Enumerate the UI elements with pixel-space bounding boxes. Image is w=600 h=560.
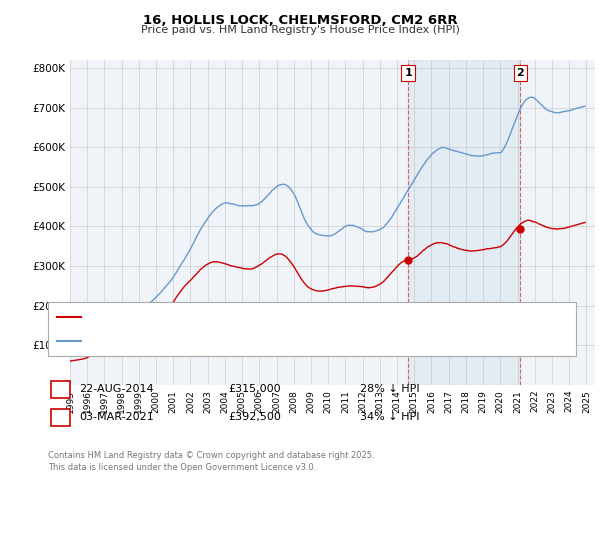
Text: 16, HOLLIS LOCK, CHELMSFORD, CM2 6RR (detached house): 16, HOLLIS LOCK, CHELMSFORD, CM2 6RR (de… [87, 312, 384, 323]
Bar [408, 60, 520, 385]
Text: 28% ↓ HPI: 28% ↓ HPI [360, 384, 419, 394]
Text: 1: 1 [57, 384, 64, 394]
Text: 2: 2 [517, 68, 524, 78]
Text: HPI: Average price, detached house, Chelmsford: HPI: Average price, detached house, Chel… [87, 335, 323, 346]
Text: £392,500: £392,500 [228, 412, 281, 422]
Text: 22-AUG-2014: 22-AUG-2014 [79, 384, 154, 394]
Text: £315,000: £315,000 [228, 384, 281, 394]
Text: Contains HM Land Registry data © Crown copyright and database right 2025.
This d: Contains HM Land Registry data © Crown c… [48, 451, 374, 472]
Text: 03-MAR-2021: 03-MAR-2021 [79, 412, 154, 422]
Text: 1: 1 [404, 68, 412, 78]
Text: Price paid vs. HM Land Registry's House Price Index (HPI): Price paid vs. HM Land Registry's House … [140, 25, 460, 35]
Text: 2: 2 [57, 412, 64, 422]
Text: 34% ↓ HPI: 34% ↓ HPI [360, 412, 419, 422]
Text: 16, HOLLIS LOCK, CHELMSFORD, CM2 6RR: 16, HOLLIS LOCK, CHELMSFORD, CM2 6RR [143, 14, 457, 27]
